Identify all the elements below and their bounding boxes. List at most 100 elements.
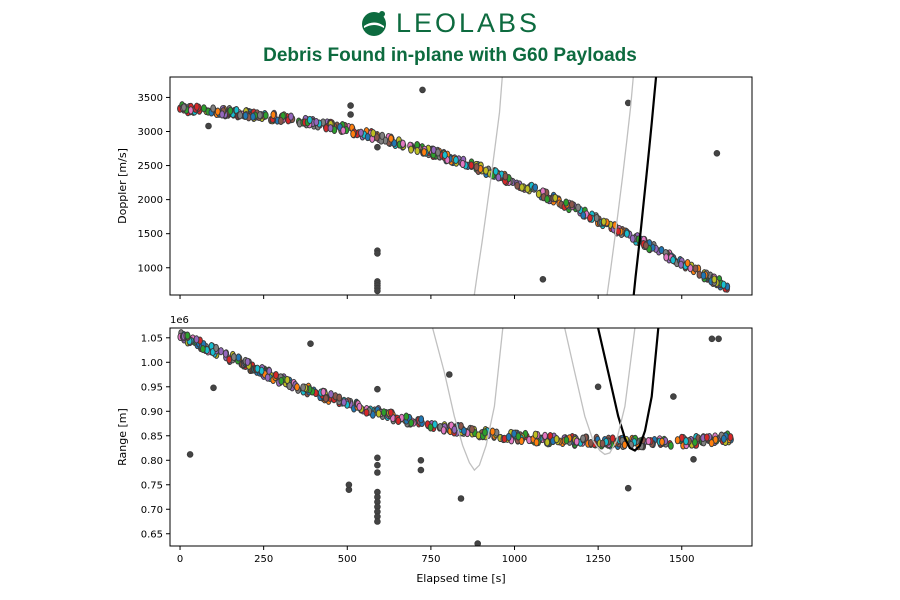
y-axis-label: Range [m] <box>116 408 129 466</box>
outlier-point <box>419 86 426 94</box>
y-tick-label: 1000 <box>138 263 163 274</box>
data-point <box>300 383 306 392</box>
data-point <box>262 111 269 120</box>
data-point <box>235 353 242 362</box>
outlier-point <box>670 393 677 400</box>
data-point <box>727 433 734 442</box>
axes-frame-1 <box>169 76 753 296</box>
data-point <box>242 111 249 120</box>
data-point <box>489 427 496 436</box>
outlier-point <box>474 540 481 546</box>
x-tick-label: 500 <box>338 554 357 565</box>
data-point <box>515 432 522 441</box>
data-point <box>674 436 681 445</box>
fit-curve-primary <box>597 328 660 452</box>
data-point <box>231 353 237 362</box>
y-tick-label: 0.65 <box>141 529 163 540</box>
data-point <box>193 335 200 344</box>
outlier-point <box>445 371 453 378</box>
data-point <box>668 441 674 450</box>
data-point <box>370 129 377 138</box>
data-point <box>257 111 263 120</box>
outlier-point <box>374 454 381 462</box>
data-point <box>524 184 531 194</box>
data-point <box>587 213 593 223</box>
data-point <box>683 437 689 446</box>
y-tick-label: 0.70 <box>141 505 163 516</box>
data-point <box>363 408 370 417</box>
data-point <box>435 148 441 157</box>
outlier-point <box>374 461 381 469</box>
data-point <box>250 112 256 121</box>
data-point <box>400 139 406 148</box>
data-point <box>482 428 488 437</box>
data-point <box>629 234 636 243</box>
chart-title: Debris Found in-plane with G60 Payloads <box>263 45 637 66</box>
data-point <box>358 128 364 137</box>
axes-frame-2 <box>169 327 753 547</box>
outlier-point <box>374 250 381 257</box>
x-tick-label: 1000 <box>502 554 527 565</box>
data-point <box>459 159 466 168</box>
data-point <box>278 376 285 385</box>
data-point <box>379 131 386 140</box>
outlier-point <box>210 384 217 392</box>
data-point <box>569 200 575 209</box>
data-point <box>278 116 284 126</box>
data-point <box>313 117 320 127</box>
data-point <box>408 145 414 154</box>
data-point <box>580 211 587 220</box>
data-point <box>563 436 570 445</box>
outlier-point <box>205 122 212 130</box>
data-point <box>327 124 334 133</box>
data-point <box>323 394 329 403</box>
data-point <box>473 162 480 172</box>
outlier-point <box>708 335 716 343</box>
y-tick-label: 3500 <box>138 93 163 104</box>
data-point <box>200 344 206 354</box>
data-point <box>201 104 207 113</box>
y-tick-label: 1.05 <box>141 333 163 344</box>
data-point <box>663 253 670 262</box>
data-point <box>306 115 313 124</box>
x-tick-label: 750 <box>421 554 440 565</box>
data-point <box>244 357 251 366</box>
data-point <box>237 111 243 120</box>
x-tick-label: 250 <box>254 554 273 565</box>
outlier-point <box>374 385 381 393</box>
data-point <box>580 434 586 443</box>
fit-curve-secondary <box>606 77 634 295</box>
data-point <box>294 383 300 392</box>
data-point <box>533 438 540 447</box>
outlier-point <box>374 287 381 295</box>
data-point <box>692 264 699 273</box>
data-point <box>573 437 580 446</box>
data-point <box>502 172 509 181</box>
data-point <box>222 349 229 358</box>
data-point <box>587 438 594 448</box>
outlier-point <box>374 518 381 525</box>
fit-curve-secondary <box>564 328 636 456</box>
data-point <box>254 364 261 373</box>
fit-curve-secondary <box>473 77 503 295</box>
data-point <box>328 390 334 399</box>
data-point <box>432 420 438 429</box>
x-axis-label: Elapsed time [s] <box>416 572 505 585</box>
data-point <box>320 387 327 397</box>
y-tick-label: 0.75 <box>141 480 163 491</box>
data-point <box>609 434 616 443</box>
data-point <box>553 435 560 444</box>
data-point <box>184 331 191 340</box>
data-point <box>340 126 347 135</box>
fit-curve-secondary <box>431 328 504 472</box>
outlier-point <box>374 469 381 476</box>
data-point <box>492 167 499 176</box>
data-point <box>336 393 343 402</box>
data-point <box>364 133 371 142</box>
data-point <box>495 173 502 182</box>
data-point <box>659 437 665 446</box>
x-tick-label: 1250 <box>585 554 610 565</box>
data-point <box>692 438 698 447</box>
outlier-point <box>457 495 465 502</box>
data-point <box>218 347 224 356</box>
